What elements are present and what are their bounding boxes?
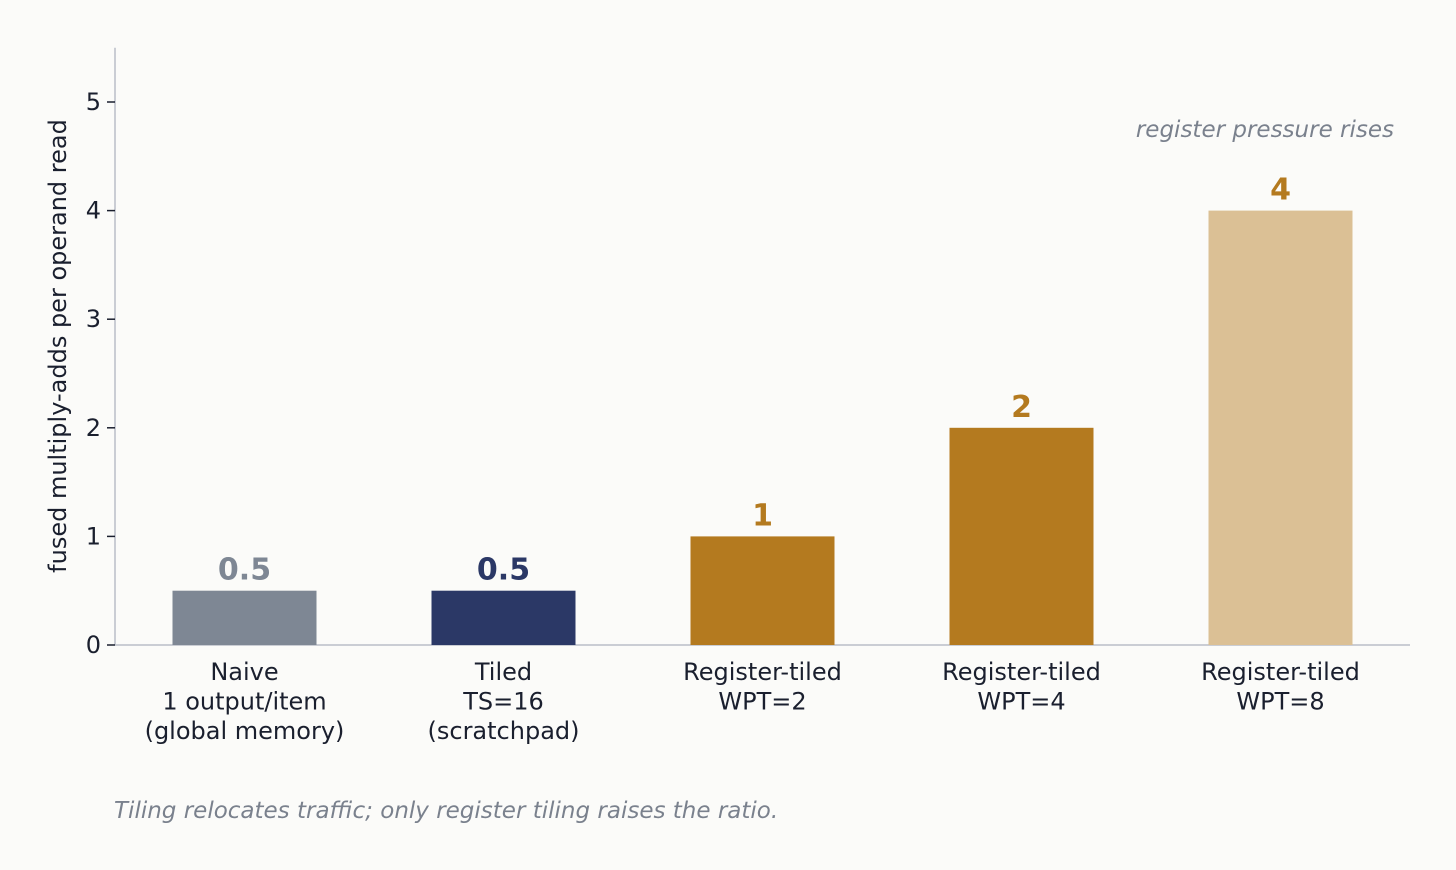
x-category-label: Register-tiled (1201, 658, 1360, 686)
bar-value-label: 1 (752, 498, 773, 533)
x-category-label: WPT=8 (1236, 688, 1324, 716)
bar-1 (172, 590, 317, 645)
y-tick-label: 5 (86, 88, 101, 116)
chart-value-labels: 0.5 0.5 1 2 4 (218, 173, 1291, 588)
x-category-label: WPT=2 (718, 688, 806, 716)
y-tick-label: 0 (86, 631, 101, 659)
y-tick-label: 3 (86, 305, 101, 333)
chart-axes: 0 1 2 3 4 5 (86, 47, 1410, 659)
x-category-label: (scratchpad) (428, 717, 580, 745)
bar-value-label: 2 (1011, 390, 1032, 425)
x-category-label: (global memory) (145, 717, 345, 745)
bar-value-label: 0.5 (477, 553, 530, 588)
chart-bars (172, 210, 1353, 645)
y-tick-label: 1 (86, 522, 101, 550)
x-category-label: Register-tiled (942, 658, 1101, 686)
bar-4 (949, 427, 1094, 645)
x-category-label: WPT=4 (977, 688, 1065, 716)
bar-value-label: 4 (1270, 173, 1291, 208)
bar-value-label: 0.5 (218, 553, 271, 588)
x-category-label: Tiled (474, 658, 532, 686)
y-tick-label: 4 (86, 197, 101, 225)
annotation-register-pressure: register pressure rises (1136, 117, 1394, 143)
x-category-label: Naive (210, 658, 278, 686)
bar-3 (690, 536, 835, 645)
x-category-label: TS=16 (462, 688, 544, 716)
x-category-label: 1 output/item (162, 688, 326, 716)
y-axis-label: fused multiply-adds per operand read (44, 119, 72, 573)
bar-2 (431, 590, 576, 645)
chart-caption: Tiling relocates traffic; only register … (114, 798, 778, 824)
y-tick-label: 2 (86, 414, 101, 442)
x-category-label: Register-tiled (683, 658, 842, 686)
bar-5 (1208, 210, 1353, 645)
